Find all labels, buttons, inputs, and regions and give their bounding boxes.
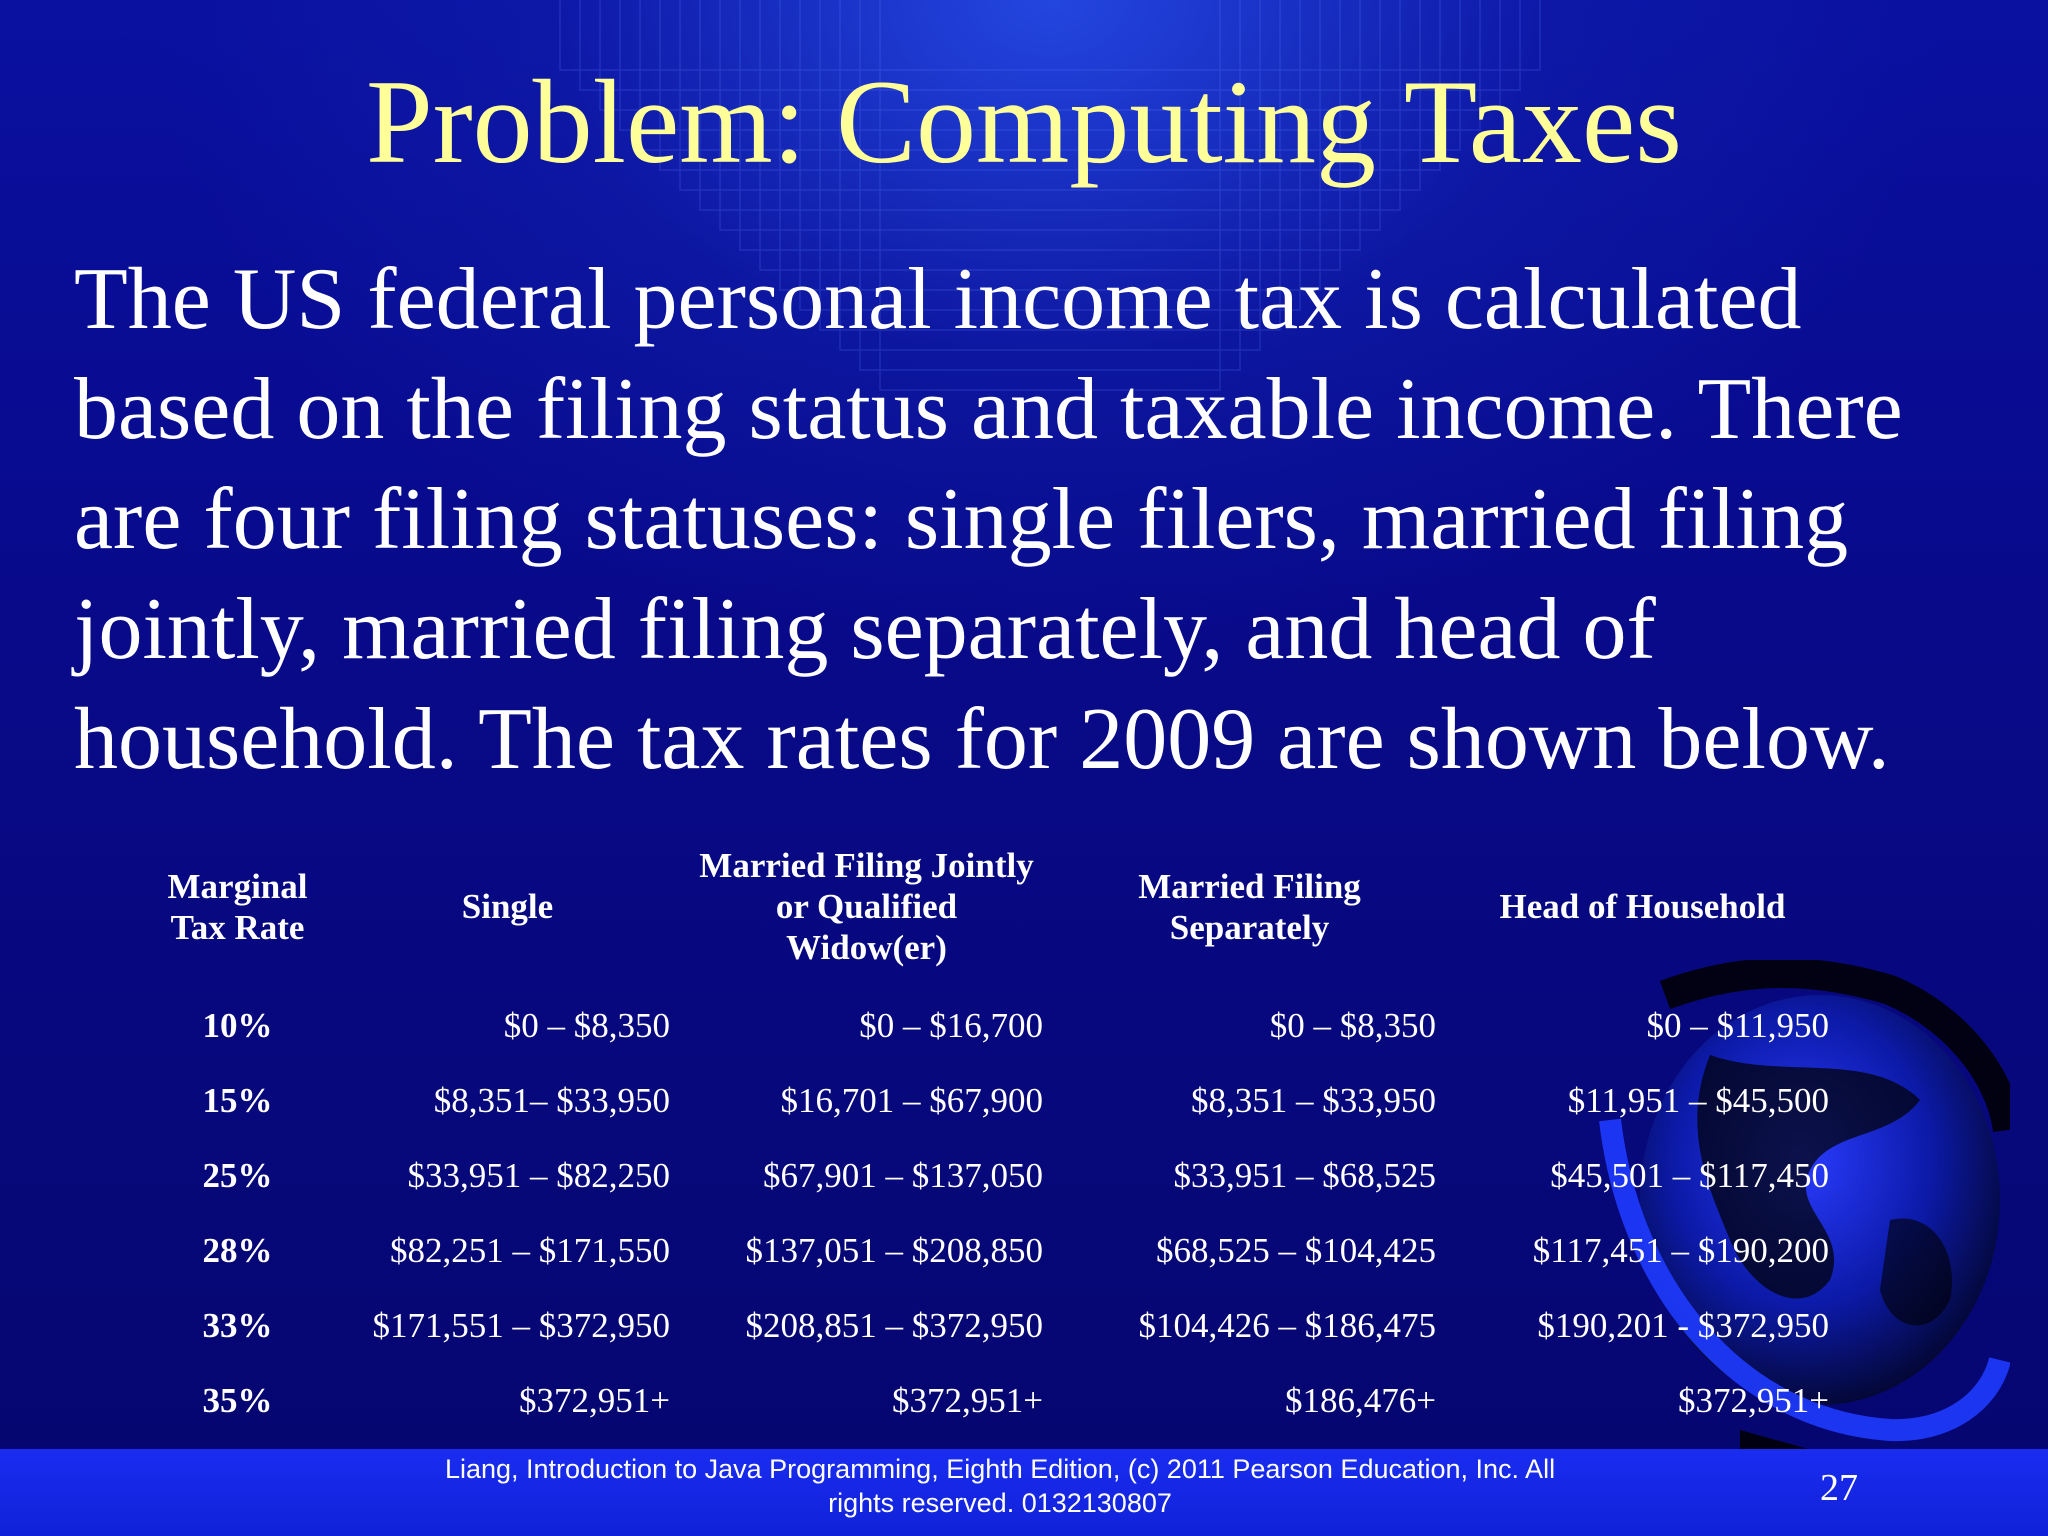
single-cell: $171,551 – $372,950 — [372, 1306, 671, 1345]
rate-cell: 15% — [202, 1081, 273, 1120]
header-married-separately: Married Filing Separately — [1053, 845, 1446, 988]
table-row: 33% $171,551 – $372,950 $208,851 – $372,… — [140, 1288, 1839, 1363]
table-row: 15% $8,351– $33,950 $16,701 – $67,900 $8… — [140, 1063, 1839, 1138]
header-joint-line: Married Filing Jointly — [699, 846, 1034, 885]
single-cell: $0 – $8,350 — [503, 1006, 670, 1045]
single-cell: $372,951+ — [519, 1381, 670, 1420]
header-separate-line: Separately — [1169, 907, 1330, 947]
separate-cell: $68,525 – $104,425 — [1156, 1231, 1436, 1270]
table-row: 10% $0 – $8,350 $0 – $16,700 $0 – $8,350… — [140, 988, 1839, 1063]
joint-cell: $16,701 – $67,900 — [780, 1081, 1044, 1120]
slide-body-text: The US federal personal income tax is ca… — [74, 251, 1903, 788]
header-married-jointly: Married Filing Jointly or Qualified Wido… — [680, 845, 1053, 988]
separate-cell: $33,951 – $68,525 — [1173, 1156, 1437, 1195]
head-cell: $372,951+ — [1678, 1381, 1829, 1420]
rate-cell: 10% — [202, 1006, 273, 1045]
header-rate-line: Tax Rate — [170, 907, 305, 947]
table-row: 25% $33,951 – $82,250 $67,901 – $137,050… — [140, 1138, 1839, 1213]
table-row: 35% $372,951+ $372,951+ $186,476+ $372,9… — [140, 1363, 1839, 1438]
joint-cell: $0 – $16,700 — [859, 1006, 1043, 1045]
joint-cell: $67,901 – $137,050 — [763, 1156, 1043, 1195]
head-cell: $11,951 – $45,500 — [1567, 1081, 1829, 1120]
header-joint-line: Widow(er) — [786, 928, 947, 967]
footer-bar — [0, 1449, 2048, 1536]
globe-icon — [1599, 960, 2010, 1497]
head-cell: $0 – $11,950 — [1646, 1006, 1829, 1045]
header-single: Single — [335, 845, 680, 988]
header-separate-line: Married Filing — [1138, 866, 1361, 906]
header-rate-line: Marginal — [167, 866, 308, 906]
page-number: 27 — [1820, 1467, 1858, 1509]
rate-cell: 35% — [202, 1381, 273, 1420]
footer-line: rights reserved. 0132130807 — [828, 1488, 1172, 1518]
head-cell: $117,451 – $190,200 — [1532, 1231, 1829, 1270]
head-cell: $190,201 - $372,950 — [1537, 1306, 1829, 1345]
rate-cell: 33% — [202, 1306, 273, 1345]
table-row: 28% $82,251 – $171,550 $137,051 – $208,8… — [140, 1213, 1839, 1288]
footer-line: Liang, Introduction to Java Programming,… — [444, 1454, 1556, 1484]
separate-cell: $8,351 – $33,950 — [1191, 1081, 1436, 1120]
footer-copyright: Liang, Introduction to Java Programming,… — [400, 1452, 1600, 1520]
slide-title: Problem: Computing Taxes — [365, 55, 1682, 188]
header-joint-line: or Qualified — [775, 887, 958, 926]
rate-cell: 25% — [202, 1156, 273, 1195]
separate-cell: $104,426 – $186,475 — [1138, 1306, 1437, 1345]
header-single-line: Single — [461, 887, 554, 926]
header-head-of-household: Head of Household — [1446, 845, 1839, 988]
separate-cell: $0 – $8,350 — [1269, 1006, 1436, 1045]
joint-cell: $137,051 – $208,850 — [745, 1231, 1044, 1270]
single-cell: $82,251 – $171,550 — [390, 1231, 670, 1270]
single-cell: $33,951 – $82,250 — [407, 1156, 671, 1195]
separate-cell: $186,476+ — [1285, 1381, 1436, 1420]
table-header-row: Marginal Tax Rate Single Married Filing … — [140, 845, 1839, 988]
single-cell: $8,351– $33,950 — [433, 1081, 670, 1120]
joint-cell: $372,951+ — [892, 1381, 1043, 1420]
header-marginal-tax-rate: Marginal Tax Rate — [140, 845, 335, 988]
head-cell: $45,501 – $117,450 — [1550, 1156, 1829, 1195]
tax-rate-table: Marginal Tax Rate Single Married Filing … — [140, 845, 1839, 1438]
header-head-line: Head of Household — [1499, 887, 1786, 926]
joint-cell: $208,851 – $372,950 — [745, 1306, 1044, 1345]
rate-cell: 28% — [202, 1231, 273, 1270]
